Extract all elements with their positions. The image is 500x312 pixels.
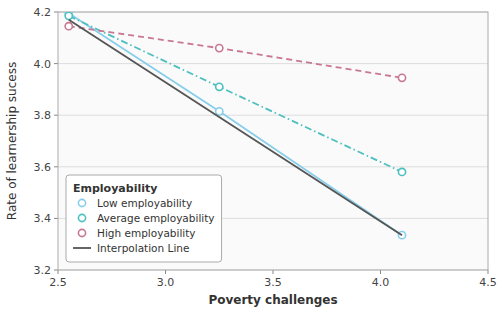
point [65,23,72,30]
legend-swatch [73,247,91,249]
point [398,168,405,175]
tick-mark [58,270,59,274]
legend: Employability Low employability Average em… [66,175,222,262]
plot-area [58,12,488,270]
tick-label: 4.5 [479,276,497,289]
tick-mark [54,166,58,167]
tick-mark [273,270,274,274]
point [65,12,72,19]
tick-label: 3.6 [34,161,52,174]
legend-swatch [78,214,85,221]
point [216,108,223,115]
tick-label: 2.5 [49,276,67,289]
tick-mark [380,270,381,274]
tick-mark [165,270,166,274]
tick-label: 3.5 [264,276,282,289]
point [398,74,405,81]
series-line [69,13,402,235]
tick-label: 4.2 [34,6,52,19]
grid-line [58,63,488,64]
legend-label: High employability [97,227,196,239]
tick-mark [54,12,58,13]
point [216,45,223,52]
legend-label: Low employability [97,197,192,209]
tick-label: 3.8 [34,109,52,122]
legend-swatch [78,199,85,206]
tick-label: 3.4 [34,212,52,225]
tick-mark [54,270,58,271]
tick-mark [488,270,489,274]
tick-label: 4.0 [372,276,390,289]
tick-label: 4.0 [34,58,52,71]
grid-line [58,115,488,116]
tick-mark [54,63,58,64]
plot-frame [58,12,488,270]
tick-label: 3.0 [157,276,175,289]
tick-mark [54,218,58,219]
legend-title: Employability [73,182,157,195]
series-line [69,16,402,172]
series-line [69,20,402,235]
x-axis-label: Poverty challenges [208,293,337,307]
y-axis-label: Rate of learnership sucess [5,62,19,220]
tick-mark [54,115,58,116]
series-group [65,12,405,239]
legend-label: Interpolation Line [97,242,189,254]
legend-label: Average employability [97,212,215,224]
grid-line [58,166,488,167]
point [216,83,223,90]
chart: 3.23.43.63.84.04.22.53.03.54.04.5Poverty… [0,0,500,312]
legend-swatch [78,229,85,236]
legend-box [66,175,222,262]
